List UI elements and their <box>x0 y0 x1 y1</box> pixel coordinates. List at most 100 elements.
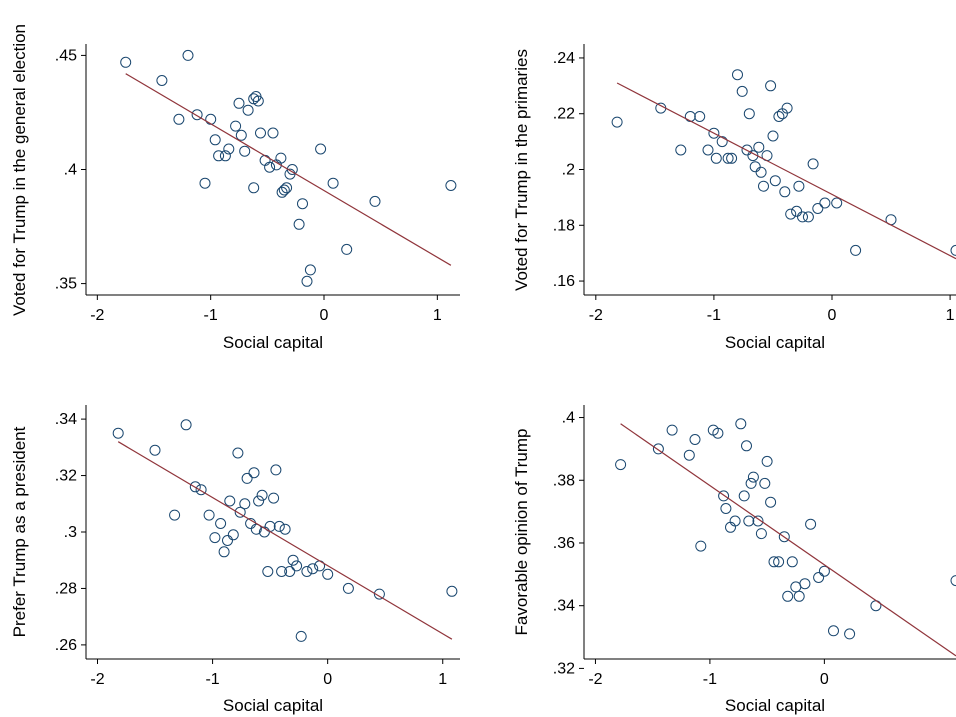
data-point <box>735 418 747 430</box>
data-point <box>301 566 313 577</box>
scatter-points <box>611 69 956 256</box>
data-point <box>293 218 305 230</box>
x-tick-label: -2 <box>90 307 104 324</box>
y-ticks: .35 .4 .45 <box>55 47 86 293</box>
data-point <box>209 134 221 146</box>
data-point <box>223 143 235 155</box>
data-point <box>373 588 385 600</box>
data-point <box>291 560 303 572</box>
data-point <box>235 129 247 141</box>
y-tick-label: .35 <box>55 276 77 293</box>
x-tick-label: -1 <box>204 307 218 324</box>
data-point <box>675 144 687 156</box>
data-point <box>273 520 285 532</box>
data-point <box>267 127 279 139</box>
y-axis-label: Prefer Trump as a president <box>10 426 29 637</box>
data-point <box>818 565 830 577</box>
data-point <box>768 556 780 568</box>
data-point <box>799 578 811 590</box>
data-point <box>793 590 805 602</box>
data-point <box>369 195 381 207</box>
x-tick-label: -2 <box>588 671 602 688</box>
data-point <box>275 152 287 164</box>
data-point <box>239 498 251 510</box>
data-point <box>199 177 211 189</box>
data-point <box>250 523 262 535</box>
data-point <box>747 471 759 483</box>
fit-line <box>616 82 956 260</box>
data-point <box>791 205 803 217</box>
data-point <box>258 526 270 538</box>
data-point <box>797 211 808 223</box>
data-point <box>341 243 353 255</box>
data-point <box>301 275 313 287</box>
y-axis-label: Voted for Trump in the general election <box>10 24 29 316</box>
x-axis-label: Social capital <box>223 696 323 715</box>
data-point <box>710 152 722 164</box>
data-point <box>327 177 339 189</box>
data-point <box>241 472 253 484</box>
x-axis-label: Social capital <box>725 333 825 352</box>
data-point <box>611 116 623 128</box>
data-point <box>297 198 308 210</box>
data-point <box>786 556 798 568</box>
data-point <box>844 628 856 640</box>
data-point <box>276 186 288 198</box>
data-point <box>279 523 291 535</box>
data-point <box>304 264 316 276</box>
data-point <box>695 540 707 552</box>
data-point <box>215 518 227 529</box>
data-point <box>256 489 268 501</box>
x-tick-label: -1 <box>707 307 721 324</box>
data-point <box>741 440 752 452</box>
x-axis-label: Social capital <box>223 333 323 352</box>
data-point <box>180 419 192 431</box>
data-point <box>182 49 194 61</box>
panel-primaries: .16 .18 .2 .22 .24 -2 -1 0 1 Social capital Vot… <box>512 44 956 352</box>
data-point <box>209 532 221 544</box>
data-point <box>252 95 264 107</box>
data-point <box>234 506 246 518</box>
x-tick-label: 0 <box>828 307 837 324</box>
x-ticks: -2 -1 0 <box>588 659 829 688</box>
data-point <box>718 490 730 502</box>
data-point <box>761 455 773 467</box>
y-tick-label: .4 <box>64 162 77 179</box>
x-tick-label: 1 <box>433 307 442 324</box>
data-point <box>112 427 124 439</box>
data-point <box>745 477 757 489</box>
data-point <box>736 85 748 97</box>
data-point <box>218 546 230 558</box>
data-point <box>732 69 743 81</box>
x-tick-label: 1 <box>438 671 447 688</box>
data-point <box>213 150 225 162</box>
x-tick-label: 0 <box>323 671 332 688</box>
data-point <box>755 166 767 178</box>
data-point <box>315 143 327 155</box>
x-tick-label: -2 <box>589 307 603 324</box>
data-point <box>773 556 785 568</box>
data-point <box>712 427 724 439</box>
data-point <box>683 449 695 461</box>
x-tick-label: 0 <box>320 307 329 324</box>
x-tick-label: -2 <box>90 671 104 688</box>
y-tick-label: .32 <box>553 660 575 677</box>
data-point <box>755 528 767 540</box>
data-point <box>726 152 738 164</box>
data-point <box>702 144 714 156</box>
data-point <box>219 150 231 162</box>
data-point <box>666 424 678 436</box>
data-point <box>765 80 777 92</box>
data-point <box>813 572 825 583</box>
data-point <box>812 203 824 214</box>
x-ticks: -2 -1 0 1 <box>90 295 442 324</box>
data-point <box>782 590 794 602</box>
data-point <box>752 515 764 527</box>
data-point <box>224 495 236 507</box>
data-point <box>262 566 274 577</box>
y-ticks: .32 .34 .36 .38 .4 <box>553 410 584 677</box>
data-point <box>242 104 254 116</box>
y-axis-label: Voted for Trump in the primaries <box>512 49 531 291</box>
